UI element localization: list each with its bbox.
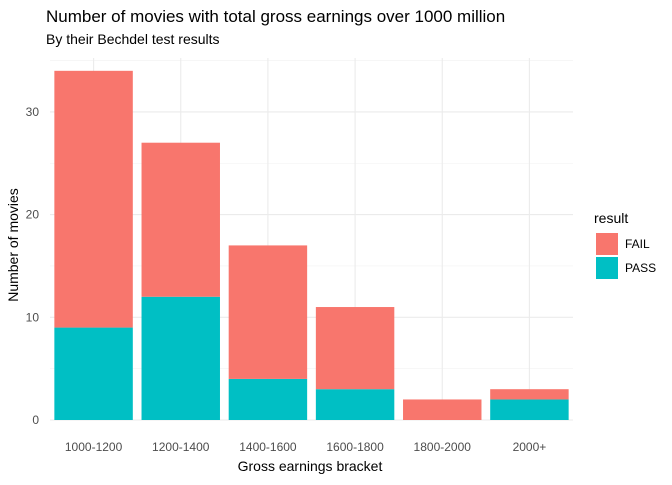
legend-key-pass	[596, 257, 618, 279]
y-tick-label: 20	[26, 208, 40, 222]
bar-fail-1800-2000	[403, 399, 482, 420]
bar-pass-1600-1800	[315, 389, 395, 420]
x-tick-label: 1800-2000	[414, 440, 472, 454]
x-axis-ticks: 1000-1200 1200-1400 1400-1600 1600-1800 1800…	[65, 440, 546, 454]
legend: result FAIL PASS	[594, 210, 656, 279]
legend-label-pass: PASS	[625, 261, 656, 275]
bar-pass-1400-1600	[228, 378, 308, 420]
chart-subtitle: By their Bechdel test results	[46, 31, 220, 47]
bar-fail-1000-1200	[54, 70, 133, 328]
x-tick-label: 1600-1800	[326, 440, 384, 454]
y-axis-ticks: 0 10 20 30	[26, 105, 40, 427]
legend-items: FAIL PASS	[596, 233, 656, 279]
bars	[54, 70, 569, 420]
y-tick-label: 30	[26, 105, 40, 119]
x-tick-label: 1000-1200	[65, 440, 123, 454]
bar-pass-1200-1400	[141, 296, 220, 420]
x-tick-label: 1200-1400	[152, 440, 210, 454]
legend-key-fail	[596, 233, 618, 255]
bar-fail-1600-1800	[315, 307, 395, 390]
y-tick-label: 10	[26, 310, 40, 324]
chart-title: Number of movies with total gross earnin…	[46, 7, 505, 26]
bar-fail-1400-1600	[228, 245, 308, 379]
x-tick-label: 1400-1600	[239, 440, 297, 454]
bar-pass-2000+	[490, 399, 569, 420]
x-axis-label: Gross earnings bracket	[238, 458, 383, 474]
x-tick-label: 2000+	[513, 440, 547, 454]
legend-title: result	[594, 210, 628, 226]
bar-fail-2000+	[490, 389, 569, 400]
bar-pass-1000-1200	[54, 327, 133, 420]
grid-lines	[50, 58, 573, 421]
y-tick-label: 0	[32, 413, 39, 427]
bar-fail-1200-1400	[141, 142, 220, 297]
legend-label-fail: FAIL	[625, 237, 650, 251]
y-axis-label: Number of movies	[5, 188, 21, 302]
